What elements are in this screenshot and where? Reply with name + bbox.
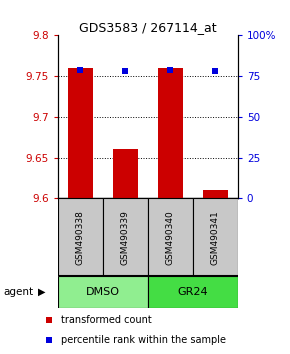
Point — [168, 67, 173, 73]
Text: GSM490340: GSM490340 — [166, 210, 175, 264]
Text: ▶: ▶ — [38, 287, 46, 297]
Bar — [203, 190, 228, 198]
Text: GSM490338: GSM490338 — [76, 210, 85, 265]
Text: DMSO: DMSO — [86, 287, 120, 297]
Bar — [148, 276, 238, 308]
Text: GSM490341: GSM490341 — [211, 210, 220, 264]
Point — [47, 337, 52, 343]
Point — [78, 67, 83, 73]
Bar — [103, 198, 148, 276]
Bar — [113, 149, 138, 198]
Text: percentile rank within the sample: percentile rank within the sample — [61, 335, 226, 345]
Bar — [58, 276, 148, 308]
Bar — [158, 68, 183, 198]
Title: GDS3583 / 267114_at: GDS3583 / 267114_at — [79, 21, 217, 34]
Text: transformed count: transformed count — [61, 315, 152, 325]
Text: agent: agent — [3, 287, 33, 297]
Bar — [68, 68, 93, 198]
Point — [47, 317, 52, 323]
Bar — [148, 198, 193, 276]
Point — [123, 68, 128, 74]
Text: GR24: GR24 — [177, 287, 208, 297]
Point — [213, 68, 218, 74]
Bar — [58, 198, 103, 276]
Bar — [193, 198, 238, 276]
Text: GSM490339: GSM490339 — [121, 210, 130, 265]
